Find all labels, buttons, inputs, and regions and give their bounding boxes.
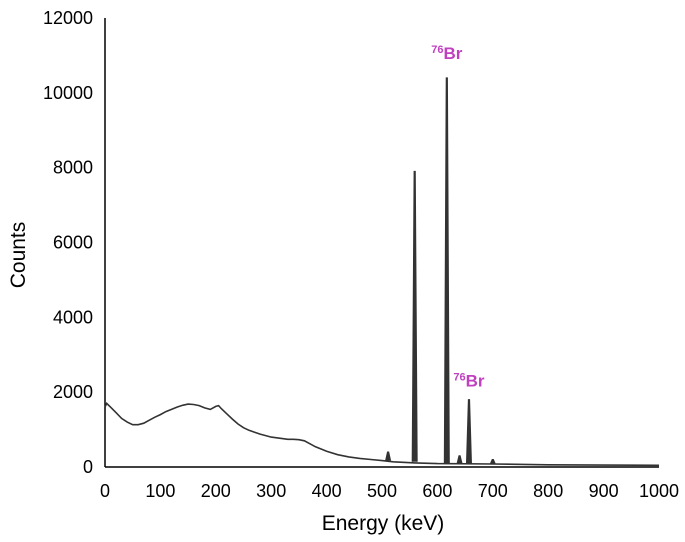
y-axis-title: Counts bbox=[7, 222, 30, 289]
x-tick-label: 800 bbox=[533, 481, 563, 501]
x-tick-labels: 0 100 200 300 400 500 600 700 800 900 1000 bbox=[100, 481, 679, 501]
y-tick-label: 4000 bbox=[53, 307, 93, 327]
x-tick-label: 900 bbox=[589, 481, 619, 501]
x-tick-label: 100 bbox=[145, 481, 175, 501]
y-tick-label: 2000 bbox=[53, 382, 93, 402]
y-tick-label: 6000 bbox=[53, 233, 93, 253]
x-tick-label: 0 bbox=[100, 481, 110, 501]
isotope-label: 76Br bbox=[453, 372, 485, 391]
spectrum-peak bbox=[411, 170, 418, 462]
y-tick-labels: 0 2000 4000 6000 8000 10000 12000 bbox=[43, 8, 93, 477]
y-tick-label: 10000 bbox=[43, 83, 93, 103]
peak-annotations: 76Br 76Br bbox=[431, 44, 485, 390]
spectrum-peak bbox=[456, 455, 463, 464]
x-tick-label: 1000 bbox=[639, 481, 679, 501]
x-tick-label: 400 bbox=[312, 481, 342, 501]
spectrum-continuum-line bbox=[104, 402, 660, 467]
y-tick-label: 8000 bbox=[53, 158, 93, 178]
x-tick-label: 300 bbox=[256, 481, 286, 501]
y-tick-label: 0 bbox=[83, 457, 93, 477]
spectrum-series bbox=[104, 77, 660, 467]
x-tick-label: 600 bbox=[422, 481, 452, 501]
x-axis-title: Energy (keV) bbox=[322, 512, 445, 535]
isotope-label: 76Br bbox=[431, 44, 463, 63]
spectrum-peak bbox=[465, 399, 472, 464]
x-tick-label: 200 bbox=[201, 481, 231, 501]
x-tick-label: 500 bbox=[367, 481, 397, 501]
spectrum-peak bbox=[489, 459, 496, 465]
x-tick-label: 700 bbox=[478, 481, 508, 501]
spectrum-peak bbox=[385, 451, 392, 461]
y-tick-label: 12000 bbox=[43, 8, 93, 28]
spectrum-peak bbox=[443, 77, 450, 464]
